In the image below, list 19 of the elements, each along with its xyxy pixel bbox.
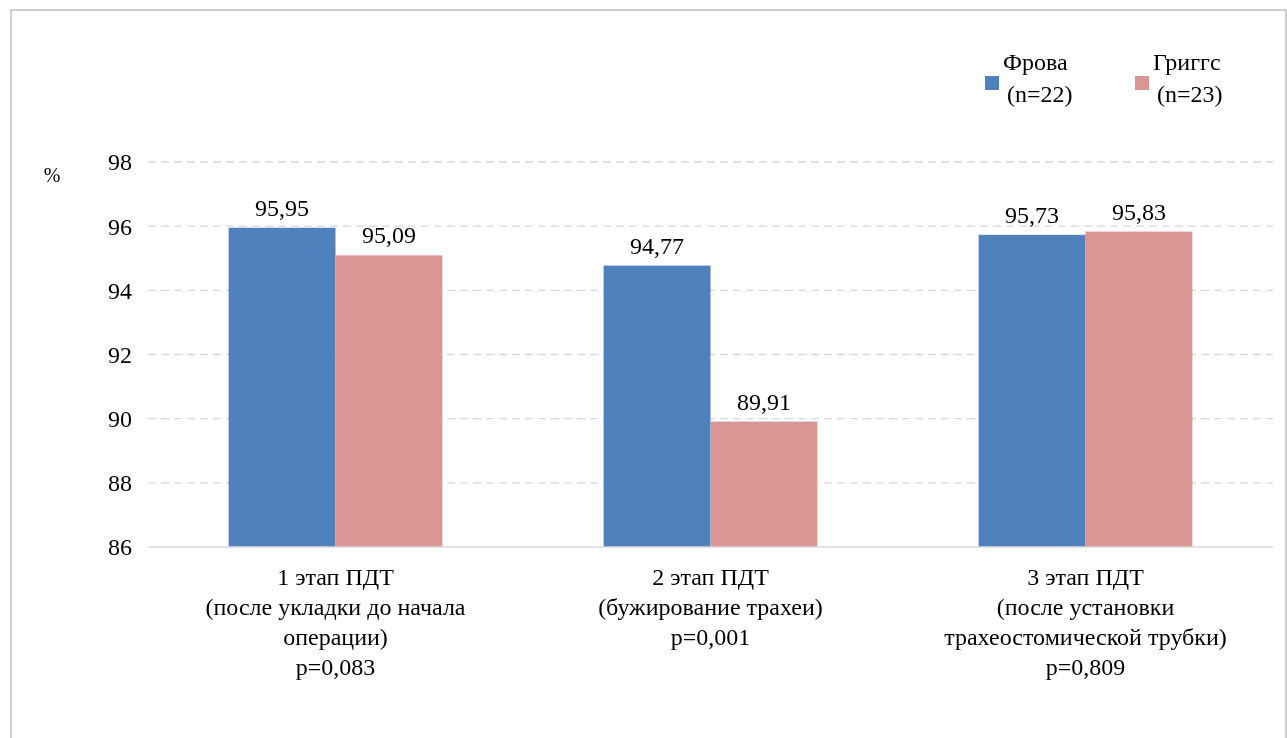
x-tick-label: 2 этап ПДТ (бужирование трахеи) p=0,001 [598,564,823,650]
y-tick-label: 86 [108,534,132,561]
x-tick-label: 3 этап ПДТ (после установки трахеостомической трубки) p=0,809 [944,564,1227,680]
data-label: 95,83 [1111,198,1166,225]
data-label: 95,73 [1005,201,1060,228]
x-tick-label: 1 этап ПДТ (после укладки до начала операции) p=0,083 [205,564,466,680]
legend-label: Григгс (n=23) [1153,49,1223,107]
y-axis-title: % [43,164,61,186]
y-tick-label: 92 [108,341,132,368]
data-label: 95,09 [361,222,416,249]
y-tick-label: 94 [108,277,132,304]
y-tick-label: 96 [108,213,132,240]
data-label: 89,91 [736,388,791,415]
y-tick-label: 98 [108,149,132,176]
y-tick-label: 88 [108,470,132,497]
y-tick-label: 90 [108,406,132,433]
data-label: 95,95 [255,194,310,221]
legend-label: Фрова (n=22) [1003,49,1073,107]
data-label: 94,77 [630,232,685,259]
